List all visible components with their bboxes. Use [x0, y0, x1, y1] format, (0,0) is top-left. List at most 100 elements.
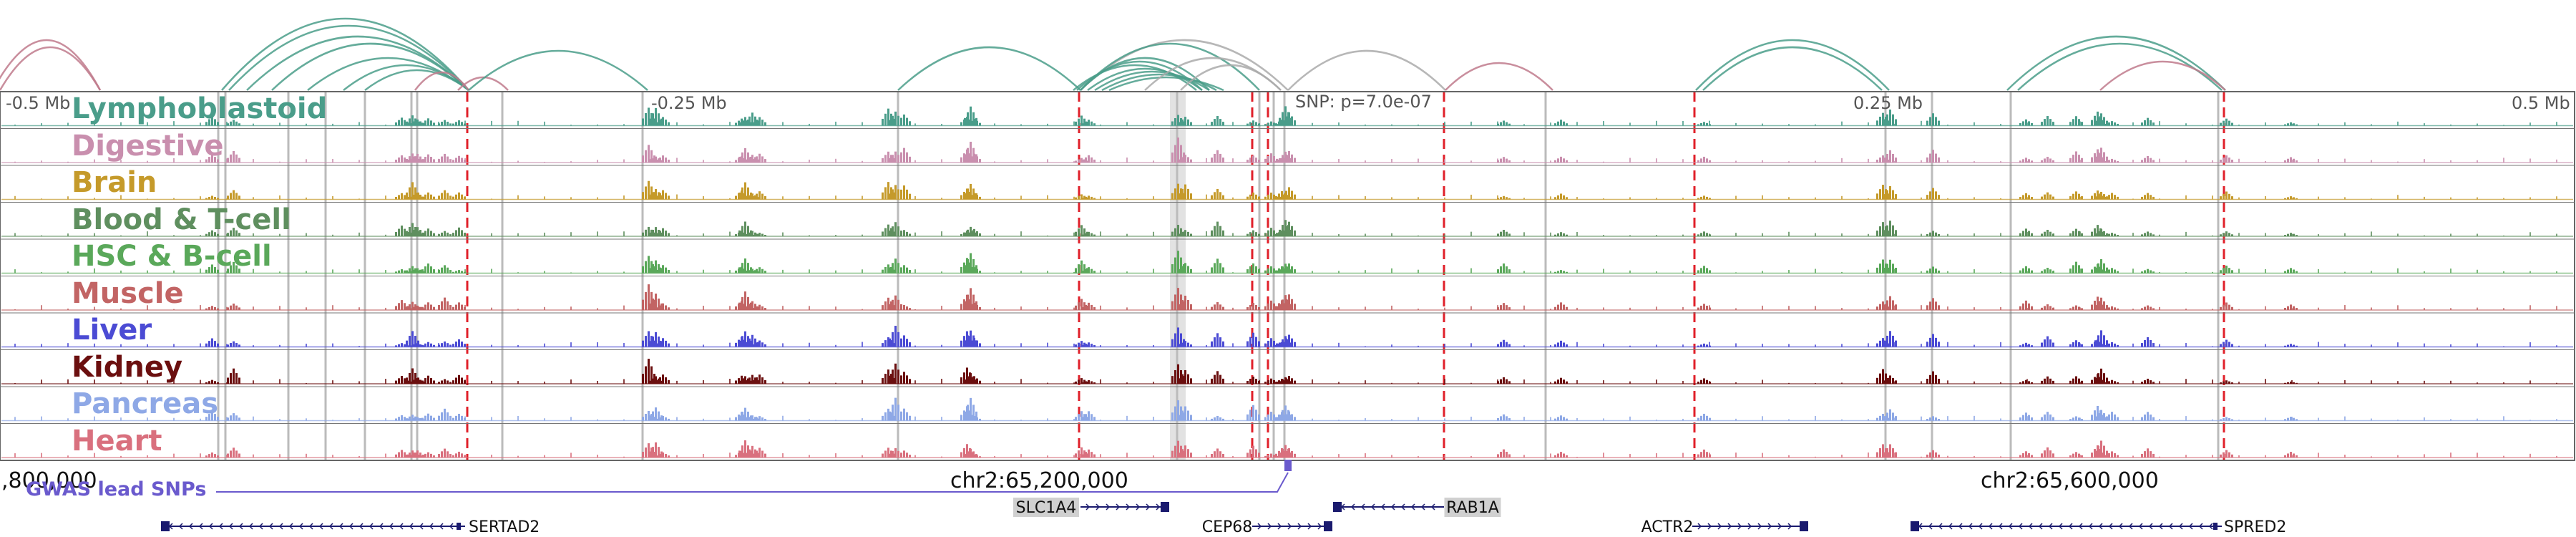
track-hsc-b-cell[interactable]: HSC & B-cell	[72, 240, 272, 273]
signal-noise	[1788, 270, 1790, 274]
signal-noise	[1259, 309, 1260, 310]
signal-noise	[1073, 161, 1075, 163]
signal-peak	[1088, 342, 1090, 347]
signal-peak	[235, 450, 238, 458]
track-muscle[interactable]: Muscle	[72, 277, 184, 310]
signal-peak	[447, 380, 449, 384]
gene-label-highlight	[1444, 498, 1501, 517]
signal-noise	[1682, 306, 1684, 310]
signal-peak	[1508, 123, 1511, 126]
signal-peak	[2114, 414, 2116, 421]
signal-peak	[406, 455, 408, 458]
signal-peak	[1091, 196, 1093, 200]
signal-peak	[2111, 379, 2113, 384]
track-blood-t-cell[interactable]: Blood & T-cell	[72, 203, 291, 236]
signal-peak	[1183, 193, 1185, 200]
signal-peak	[2287, 233, 2289, 236]
signal-peak	[1177, 115, 1179, 126]
signal-peak	[1291, 154, 1293, 163]
track-lymphoblastoid[interactable]: Lymphoblastoid	[72, 92, 327, 125]
gwas-snp-marker[interactable]	[1284, 460, 1292, 471]
gene-rab1a[interactable]: RAB1A	[1333, 498, 1501, 517]
signal-noise	[1735, 308, 1737, 310]
signal-peak	[972, 294, 975, 310]
signal-peak	[2231, 454, 2233, 458]
signal-peak	[761, 342, 763, 347]
gene-actr2[interactable]: ACTR2	[1641, 518, 1808, 536]
signal-peak	[1273, 414, 1275, 421]
signal-peak	[758, 304, 761, 310]
signal-peak	[1929, 417, 1931, 421]
track-pancreas[interactable]: Pancreas	[72, 387, 218, 420]
signal-peak	[2141, 417, 2143, 421]
signal-peak	[1184, 445, 1186, 458]
strand-chevron	[1747, 523, 1752, 530]
signal-peak	[2103, 445, 2105, 458]
signal-noise	[1047, 342, 1048, 347]
signal-peak	[652, 411, 654, 421]
signal-peaks	[0, 238, 2575, 274]
signal-noise	[1259, 268, 1260, 274]
signal-noise	[491, 307, 492, 310]
signal-peak	[438, 382, 440, 384]
signal-noise	[1921, 381, 1922, 384]
track-digestive[interactable]: Digestive	[72, 130, 224, 163]
signal-peak	[217, 198, 219, 200]
signal-noise	[1391, 305, 1392, 310]
signal-noise	[2159, 306, 2160, 310]
signal-peak	[655, 107, 657, 126]
gene-slc1a4[interactable]: SLC1A4	[1013, 498, 1169, 517]
signal-peak	[1093, 159, 1096, 163]
signal-peak	[1219, 226, 1221, 236]
signal-peaks	[0, 276, 2575, 311]
signal-noise	[1682, 159, 1684, 163]
signal-peak	[1083, 414, 1085, 421]
signal-peak	[1889, 186, 1891, 200]
signal-peak	[659, 120, 661, 126]
signal-peak	[1246, 233, 1249, 236]
signal-peak	[660, 451, 663, 458]
signal-peak	[1093, 417, 1096, 421]
signal-peak	[409, 304, 411, 310]
signal-peak	[761, 417, 763, 421]
signal-noise	[1100, 305, 1101, 310]
signal-peak	[1500, 197, 1502, 200]
signal-peak	[642, 266, 644, 274]
signal-peak	[1083, 302, 1085, 310]
gene-cep68[interactable]: CEP68	[1202, 518, 1332, 536]
gene-sertad2[interactable]: SERTAD2	[161, 518, 540, 536]
signal-peak	[1563, 379, 1565, 384]
signal-peak	[964, 154, 966, 163]
signal-peak	[2052, 380, 2054, 384]
signal-peak	[668, 418, 670, 421]
signal-peak	[2081, 196, 2083, 200]
signal-noise	[2106, 309, 2107, 310]
signal-noise	[2000, 418, 2001, 421]
track-liver[interactable]: Liver	[72, 314, 152, 347]
track-brain[interactable]: Brain	[72, 166, 157, 199]
track-kidney[interactable]: Kidney	[72, 351, 182, 384]
signal-peak	[1249, 194, 1252, 200]
signal-peak	[1560, 120, 1562, 126]
signal-peak	[1083, 264, 1085, 274]
signal-noise	[914, 123, 916, 126]
gene-spred2[interactable]: SPRED2	[1911, 518, 2286, 536]
signal-peak	[2287, 269, 2289, 274]
signal-noise	[1126, 382, 1128, 384]
signal-peak	[754, 304, 756, 310]
signal-noise	[1073, 419, 1075, 421]
gwas-track[interactable]: GWAS lead SNPs	[26, 460, 1292, 500]
signal-noise	[1470, 455, 1472, 458]
track-heart[interactable]: Heart	[72, 425, 162, 458]
signal-peak	[751, 334, 753, 347]
signal-peak	[1500, 158, 1502, 163]
signal-peak	[890, 450, 892, 458]
signal-peak	[1892, 190, 1894, 200]
gene-exon	[1324, 521, 1332, 531]
signal-peak	[1886, 225, 1888, 236]
signal-peak	[217, 455, 219, 458]
signal-peak	[1270, 338, 1272, 347]
signal-noise	[411, 160, 413, 163]
signal-noise	[2397, 342, 2399, 347]
signal-noise	[517, 160, 519, 163]
